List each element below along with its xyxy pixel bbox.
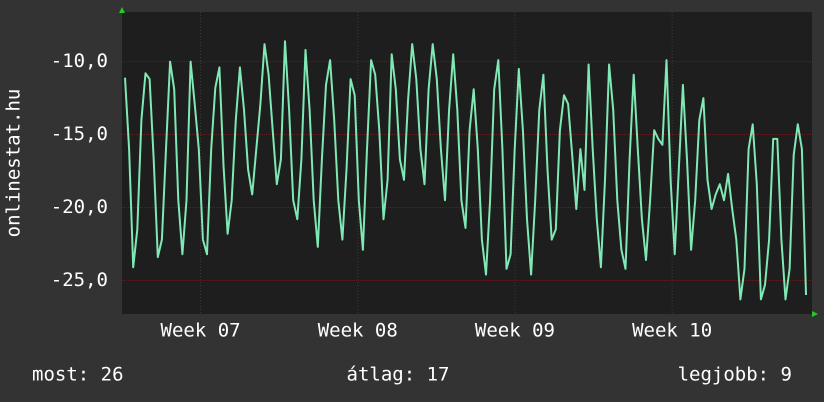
y-tick-label: -25,0 — [51, 269, 108, 291]
stat-best: legjobb: 9 — [678, 364, 792, 386]
x-tick-label: Week 07 — [161, 320, 241, 342]
y-tick-label: -15,0 — [51, 123, 108, 145]
x-tick-label: Week 09 — [475, 320, 555, 342]
stat-average: átlag: 17 — [347, 364, 450, 386]
y-tick-label: -20,0 — [51, 196, 108, 218]
axis-arrow — [812, 311, 818, 317]
plot-area — [122, 12, 812, 314]
x-tick-label: Week 10 — [632, 320, 712, 342]
axis-arrow — [119, 7, 125, 13]
y-axis-label: onlinestat.hu — [3, 89, 25, 238]
x-tick-label: Week 08 — [318, 320, 398, 342]
stat-current: most: 26 — [32, 364, 124, 386]
y-tick-label: -10,0 — [51, 50, 108, 72]
data-line — [124, 40, 807, 301]
